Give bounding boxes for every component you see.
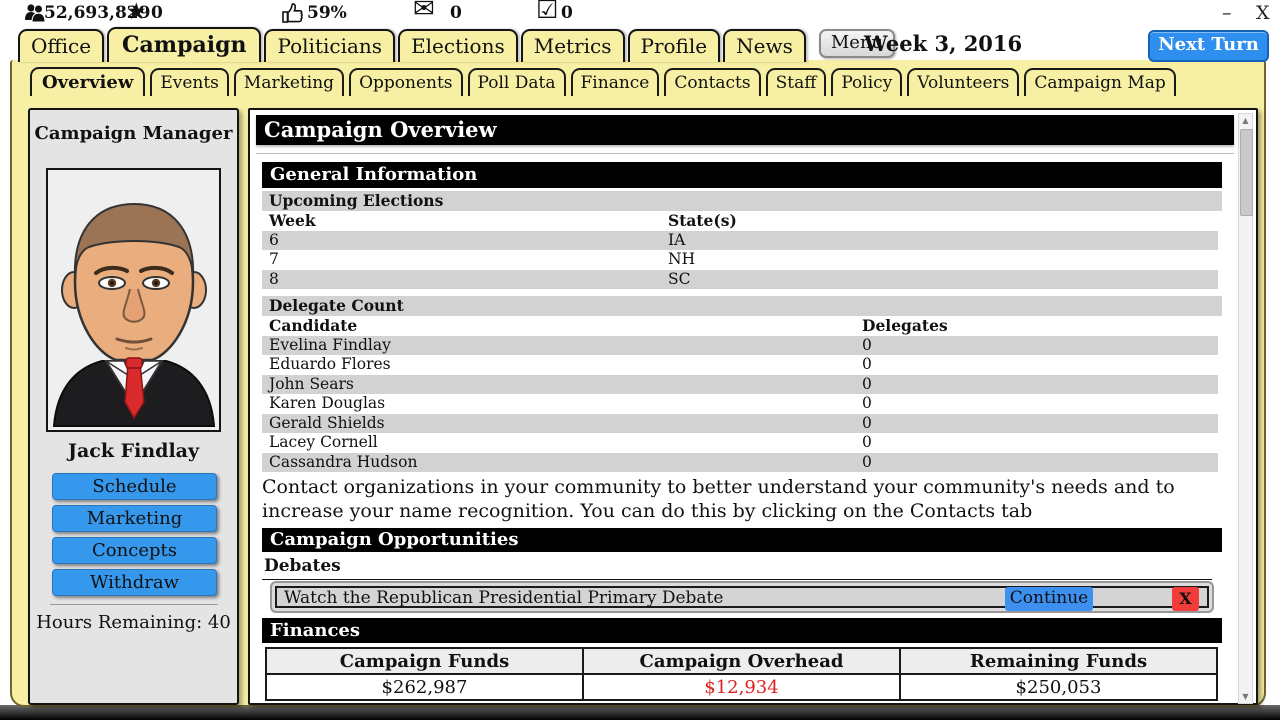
tab-elections[interactable]: Elections bbox=[398, 29, 518, 62]
approval-value: 59% bbox=[307, 3, 347, 23]
tab-politicians[interactable]: Politicians bbox=[264, 29, 396, 62]
delegate-row: Evelina Findlay 0 bbox=[262, 335, 1218, 355]
debate-continue-button[interactable]: Continue bbox=[1005, 587, 1093, 611]
delegate-row: John Sears 0 bbox=[262, 374, 1218, 394]
campaign-funds-value: $262,987 bbox=[265, 673, 584, 701]
window-bottom-edge bbox=[0, 705, 1280, 720]
mail-value: 0 bbox=[450, 3, 462, 23]
debate-opportunity-row: Watch the Republican Presidential Primar… bbox=[270, 581, 1214, 613]
campaign-overhead-value: $12,934 bbox=[582, 673, 901, 701]
main-tab-bar: Office Campaign Politicians Elections Me… bbox=[18, 27, 896, 62]
finances-col-remaining: Remaining Funds bbox=[899, 647, 1218, 675]
campaign-overview-panel: Campaign Overview General Information Up… bbox=[248, 108, 1258, 705]
debate-text: Watch the Republican Presidential Primar… bbox=[284, 588, 724, 608]
campaign-sub-tab-bar: Overview Events Marketing Opponents Poll… bbox=[30, 62, 1176, 96]
finances-heading: Finances bbox=[262, 618, 1222, 643]
subtab-poll-data[interactable]: Poll Data bbox=[467, 68, 566, 96]
general-information-heading: General Information bbox=[262, 162, 1222, 188]
finances-header-row: Campaign Funds Campaign Overhead Remaini… bbox=[265, 647, 1218, 675]
subtab-marketing[interactable]: Marketing bbox=[233, 68, 345, 96]
contacts-hint-text: Contact organizations in your community … bbox=[262, 476, 1175, 523]
close-button[interactable]: X bbox=[1256, 2, 1270, 24]
marketing-button[interactable]: Marketing bbox=[52, 505, 217, 532]
debate-opportunity-inner: Watch the Republican Presidential Primar… bbox=[275, 586, 1209, 611]
mail-icon: ✉ bbox=[413, 0, 435, 24]
population-icon bbox=[24, 3, 46, 27]
debate-dismiss-button[interactable]: X bbox=[1172, 587, 1199, 611]
election-row: 7 NH bbox=[269, 250, 696, 268]
subtab-finance[interactable]: Finance bbox=[570, 68, 660, 96]
scroll-down-icon[interactable]: ▼ bbox=[1242, 692, 1249, 701]
delegate-count-header-row: Candidate Delegates bbox=[269, 316, 948, 335]
subtab-campaign-map[interactable]: Campaign Map bbox=[1024, 68, 1176, 96]
tab-campaign[interactable]: Campaign bbox=[107, 27, 262, 62]
checkbox-icon: ☑ bbox=[536, 0, 559, 24]
subtab-events[interactable]: Events bbox=[150, 68, 229, 96]
upcoming-elections-heading: Upcoming Elections bbox=[262, 191, 1222, 211]
finances-value-row: $262,987 $12,934 $250,053 bbox=[265, 673, 1218, 701]
finances-table: Campaign Funds Campaign Overhead Remaini… bbox=[265, 647, 1218, 701]
menu-button[interactable]: Menu bbox=[818, 29, 896, 58]
campaign-manager-panel: Campaign Manager Jack Findlay Sch bbox=[28, 108, 239, 705]
remaining-funds-value: $250,053 bbox=[899, 673, 1218, 701]
election-row: 8 SC bbox=[262, 269, 1218, 289]
tab-profile[interactable]: Profile bbox=[627, 29, 721, 62]
tab-metrics[interactable]: Metrics bbox=[520, 29, 625, 62]
campaign-opportunities-heading: Campaign Opportunities bbox=[262, 528, 1222, 552]
tasks-value: 0 bbox=[561, 3, 573, 23]
manager-avatar bbox=[48, 174, 219, 427]
scroll-up-icon[interactable]: ▲ bbox=[1242, 116, 1249, 125]
minimize-button[interactable]: – bbox=[1222, 2, 1232, 24]
title-divider bbox=[256, 153, 1234, 154]
star-value: 0 bbox=[151, 3, 163, 23]
next-turn-button[interactable]: Next Turn bbox=[1148, 30, 1269, 62]
page-title: Campaign Overview bbox=[256, 115, 1234, 145]
subtab-staff[interactable]: Staff bbox=[765, 68, 827, 96]
manager-name: Jack Findlay bbox=[67, 440, 200, 462]
delegate-row: Karen Douglas 0 bbox=[269, 394, 872, 412]
hours-remaining: Hours Remaining: 40 bbox=[36, 612, 231, 633]
tab-news[interactable]: News bbox=[723, 29, 806, 62]
delegate-row: Cassandra Hudson 0 bbox=[262, 452, 1218, 472]
upcoming-elections-header-row: Week State(s) bbox=[269, 211, 737, 230]
debates-heading: Debates bbox=[262, 556, 1212, 580]
subtab-overview[interactable]: Overview bbox=[30, 67, 146, 96]
finances-col-overhead: Campaign Overhead bbox=[582, 647, 901, 675]
date-label: Week 3, 2016 bbox=[864, 31, 1023, 56]
sidebar-title: Campaign Manager bbox=[34, 123, 233, 144]
delegate-row: Eduardo Flores 0 bbox=[269, 355, 872, 373]
subtab-policy[interactable]: Policy bbox=[831, 68, 903, 96]
subtab-opponents[interactable]: Opponents bbox=[349, 68, 463, 96]
delegate-count-heading: Delegate Count bbox=[262, 296, 1222, 316]
population-value: 52,693,829 bbox=[44, 3, 151, 23]
scrollbar-thumb[interactable] bbox=[1240, 129, 1253, 216]
subtab-volunteers[interactable]: Volunteers bbox=[907, 68, 1020, 96]
top-stats-bar: 52,693,829 ★ 0 59% ✉ 0 ☑ 0 – X bbox=[0, 0, 1280, 28]
sidebar-divider bbox=[50, 604, 218, 605]
withdraw-button[interactable]: Withdraw bbox=[52, 569, 217, 596]
delegate-row: Lacey Cornell 0 bbox=[269, 433, 872, 451]
delegate-row: Gerald Shields 0 bbox=[262, 413, 1218, 433]
election-row: 6 IA bbox=[262, 230, 1218, 250]
star-icon: ★ bbox=[126, 0, 147, 25]
schedule-button[interactable]: Schedule bbox=[52, 473, 217, 500]
tab-office[interactable]: Office bbox=[18, 29, 105, 62]
concepts-button[interactable]: Concepts bbox=[52, 537, 217, 564]
finances-col-funds: Campaign Funds bbox=[265, 647, 584, 675]
thumbs-up-icon bbox=[281, 2, 304, 29]
subtab-contacts[interactable]: Contacts bbox=[664, 68, 761, 96]
panel-scrollbar[interactable]: ▲ ▼ bbox=[1238, 113, 1253, 704]
manager-portrait bbox=[46, 168, 221, 432]
